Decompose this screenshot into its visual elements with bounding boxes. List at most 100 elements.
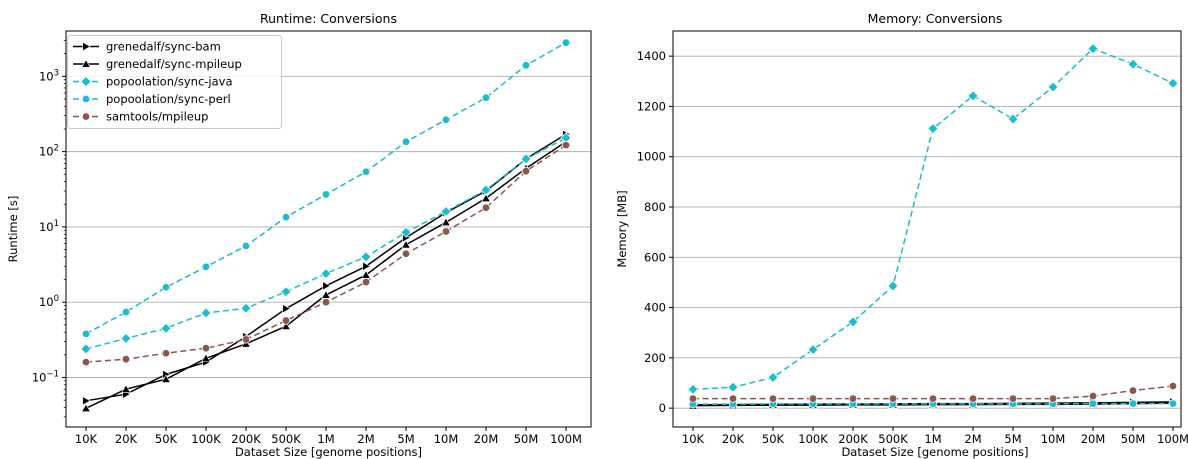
x-tick-label-20m: 20M bbox=[1081, 432, 1106, 446]
data-point bbox=[400, 226, 412, 238]
data-point bbox=[927, 122, 939, 135]
legend-frame bbox=[67, 35, 282, 129]
x-tick-label-100m: 100M bbox=[1157, 432, 1188, 446]
data-point bbox=[360, 251, 372, 263]
y-tick-label: 100 bbox=[39, 294, 59, 309]
data-point bbox=[728, 394, 738, 403]
memory-y-axis: 0 200 400 600 800 1000 1200 1400 bbox=[637, 49, 673, 415]
legend-item-popoolation-sync-java: popoolation/sync-java bbox=[73, 75, 233, 89]
data-point bbox=[1008, 394, 1018, 403]
series-line bbox=[85, 137, 567, 350]
data-point bbox=[200, 307, 212, 319]
data-point bbox=[320, 268, 332, 280]
memory-x-axis-label: Dataset Size [genome positions] bbox=[841, 445, 1028, 459]
legend-marker bbox=[81, 94, 91, 104]
data-point bbox=[282, 303, 291, 314]
data-point bbox=[241, 241, 251, 251]
legend-label: grenedalf/sync-bam bbox=[106, 40, 221, 54]
data-point bbox=[847, 316, 859, 328]
y-tick-label: 103 bbox=[39, 68, 59, 83]
data-point bbox=[928, 394, 938, 403]
runtime-series-popoolation-sync-java bbox=[80, 132, 572, 355]
legend-item-samtools-mpileup: samtools/mpileup bbox=[73, 110, 208, 124]
y-tick-label: 1400 bbox=[637, 49, 666, 63]
data-point bbox=[441, 115, 451, 124]
memory-series-samtools-mpileup bbox=[688, 381, 1178, 403]
runtime-series-grenedalf-sync-mpileup bbox=[81, 136, 571, 412]
legend-item-grenedalf-sync-mpileup: grenedalf/sync-mpileup bbox=[73, 57, 242, 71]
x-tick-label-5m: 5M bbox=[397, 432, 414, 446]
y-tick-label: 1000 bbox=[637, 150, 666, 164]
x-tick-label-20m: 20M bbox=[474, 432, 499, 446]
data-point bbox=[481, 93, 491, 102]
x-tick-label-10m: 10M bbox=[1041, 432, 1066, 446]
y-tick-label: 400 bbox=[644, 301, 666, 315]
runtime-chart-panel: 10−1 100 101 102 103 10K 20K 50K 100K 200K 500K 1M… bbox=[6, 11, 592, 459]
data-point bbox=[160, 322, 172, 334]
legend-marker bbox=[82, 41, 91, 52]
memory-chart-panel: 0 200 400 600 800 1000 1200 1400 10K 20K 50K 100K 2… bbox=[615, 11, 1188, 459]
data-point bbox=[280, 286, 292, 298]
data-point bbox=[401, 249, 411, 258]
data-point bbox=[440, 205, 452, 218]
runtime-x-axis: 10K 20K 50K 100K 200K 500K 1M 2M 5M 10M 20M 50M 100M bbox=[75, 427, 582, 446]
series-line bbox=[85, 144, 567, 363]
data-point bbox=[808, 394, 818, 403]
data-point bbox=[1167, 77, 1179, 89]
data-point bbox=[480, 184, 492, 196]
data-point bbox=[1128, 399, 1138, 408]
y-tick-label: 102 bbox=[39, 144, 59, 159]
x-tick-label-100k: 100K bbox=[798, 432, 828, 446]
runtime-y-axis-label: Runtime [s] bbox=[6, 196, 20, 263]
legend-label: samtools/mpileup bbox=[106, 110, 208, 124]
data-point bbox=[1128, 386, 1138, 395]
data-point bbox=[201, 343, 211, 353]
data-point bbox=[1168, 381, 1178, 391]
runtime-series-layer bbox=[80, 38, 572, 412]
data-point bbox=[561, 140, 571, 150]
data-point bbox=[1088, 399, 1098, 408]
legend-label: popoolation/sync-perl bbox=[106, 92, 231, 106]
data-point bbox=[80, 343, 92, 355]
data-point bbox=[281, 321, 291, 330]
runtime-series-samtools-mpileup bbox=[81, 140, 571, 367]
x-tick-label-100m: 100M bbox=[550, 432, 582, 446]
data-point bbox=[81, 357, 91, 367]
data-point bbox=[241, 335, 251, 344]
data-point bbox=[121, 354, 131, 364]
y-tick-label: 1200 bbox=[637, 99, 666, 113]
data-point bbox=[1088, 391, 1098, 401]
x-tick-label-2m: 2M bbox=[357, 432, 374, 446]
data-point bbox=[521, 166, 531, 176]
legend-item-grenedalf-sync-bam: grenedalf/sync-bam bbox=[73, 40, 221, 54]
data-point bbox=[807, 343, 819, 356]
data-point bbox=[81, 403, 91, 412]
y-tick-label: 800 bbox=[644, 200, 666, 214]
legend-marker bbox=[80, 75, 92, 88]
x-tick-label-200k: 200K bbox=[838, 432, 868, 446]
runtime-x-axis-label: Dataset Size [genome positions] bbox=[235, 445, 422, 459]
data-point bbox=[161, 349, 171, 358]
data-point bbox=[361, 167, 371, 176]
data-point bbox=[967, 90, 979, 102]
memory-series-popoolation-sync-java bbox=[687, 43, 1179, 395]
data-point bbox=[1168, 399, 1178, 408]
data-point bbox=[161, 374, 171, 383]
series-line bbox=[85, 133, 567, 402]
data-point bbox=[441, 217, 451, 227]
memory-series-layer bbox=[687, 43, 1179, 410]
data-point bbox=[161, 283, 171, 292]
data-point bbox=[120, 332, 132, 345]
data-point bbox=[888, 394, 898, 403]
data-point bbox=[887, 280, 899, 292]
legend-label: popoolation/sync-java bbox=[106, 75, 233, 89]
x-tick-label-500k: 500K bbox=[271, 432, 301, 446]
x-tick-label-50m: 50M bbox=[1121, 432, 1146, 446]
y-tick-label: 200 bbox=[644, 351, 666, 365]
x-tick-label-50k: 50K bbox=[155, 432, 178, 446]
data-point bbox=[361, 277, 371, 287]
x-tick-label-500k: 500K bbox=[878, 432, 908, 446]
y-tick-label: 600 bbox=[644, 250, 666, 264]
data-point bbox=[521, 61, 531, 70]
data-point bbox=[281, 316, 291, 325]
